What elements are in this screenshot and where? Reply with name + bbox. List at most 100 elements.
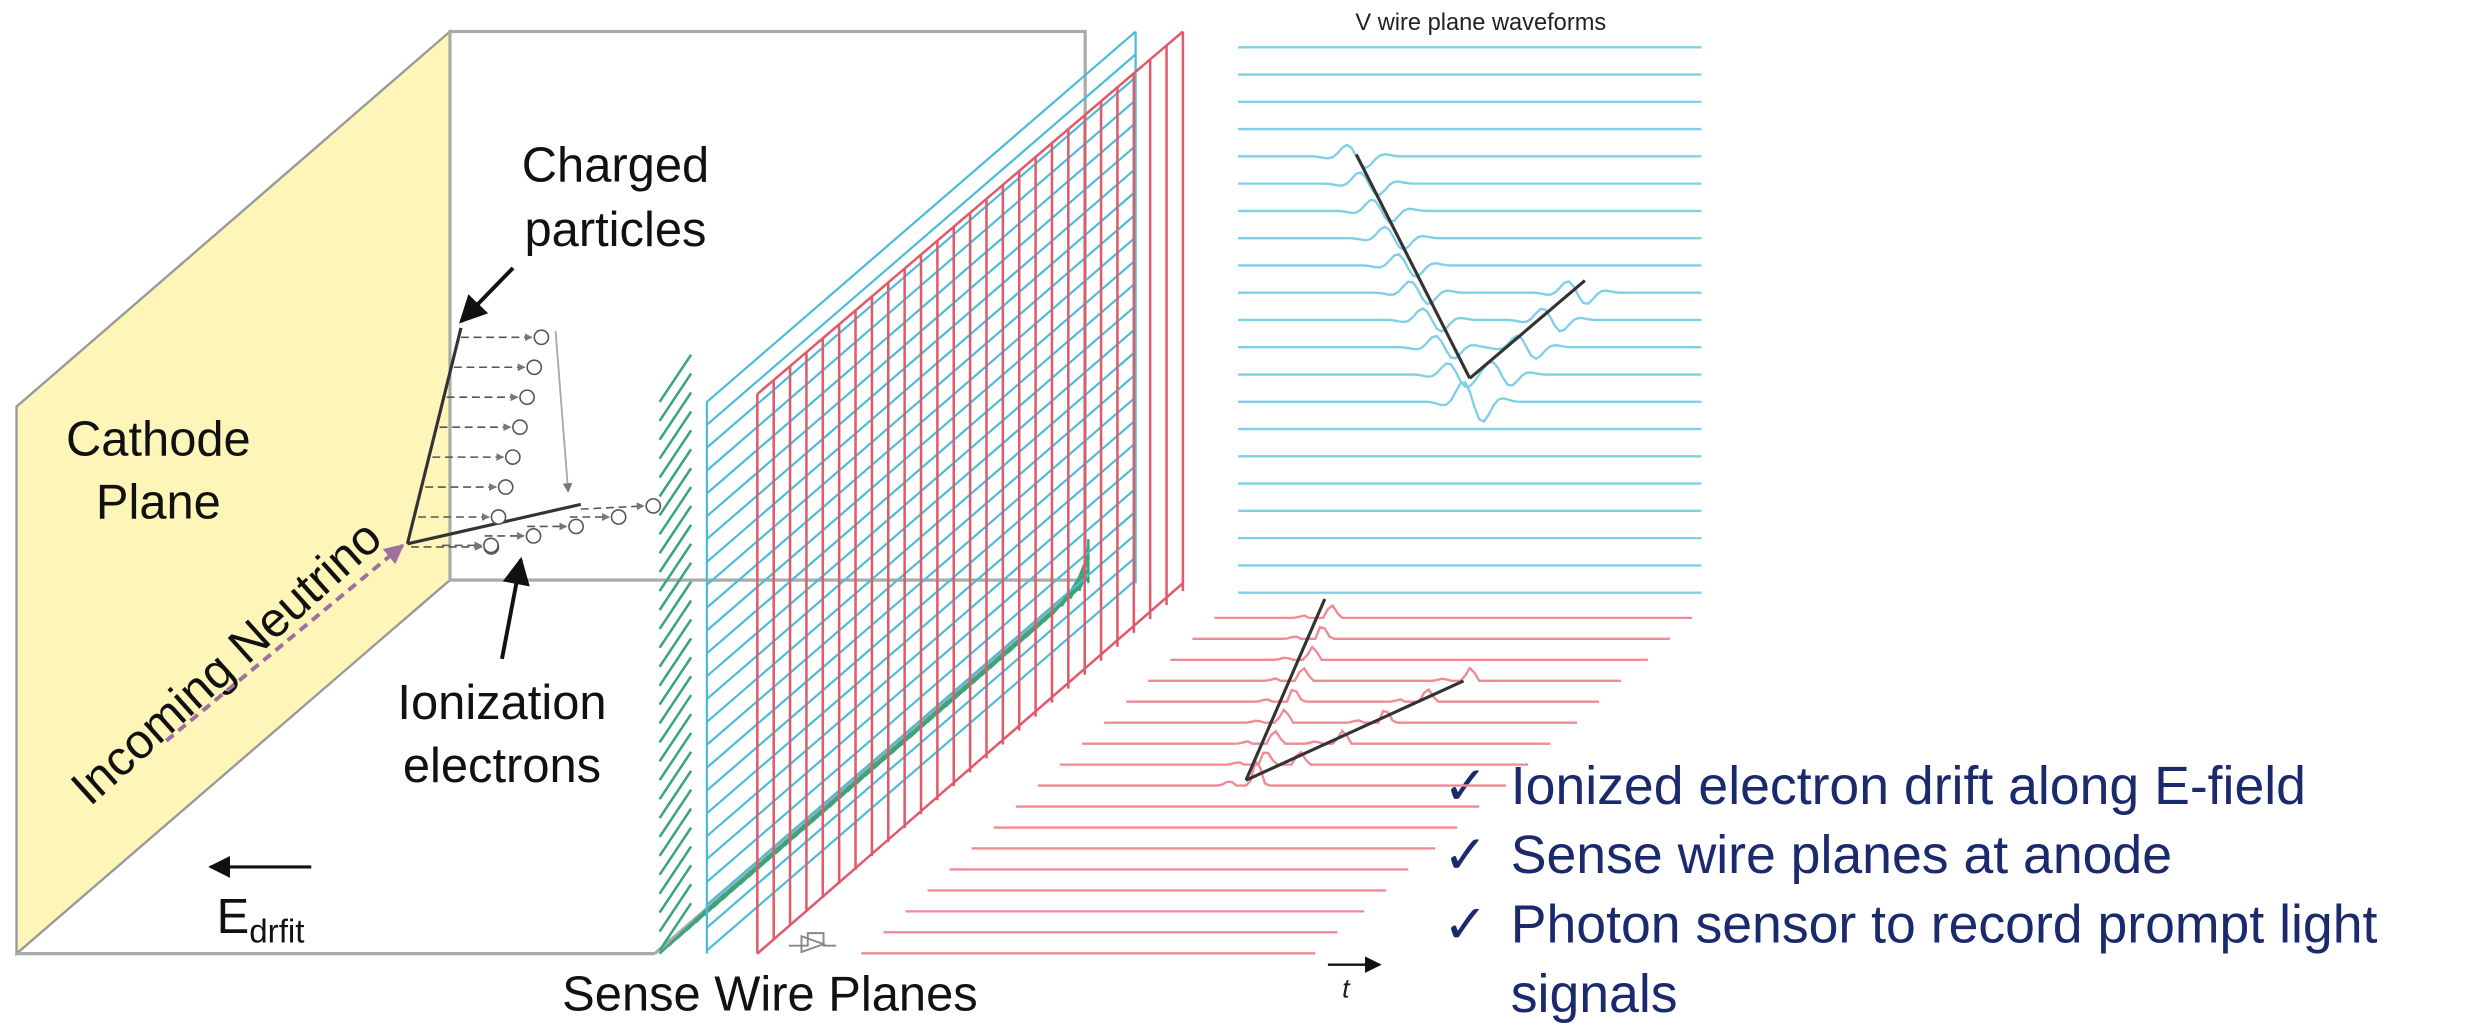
electron <box>519 389 535 406</box>
bullet-marker: ✓ <box>1443 895 1488 955</box>
electron <box>525 528 542 544</box>
time-label: t <box>1342 974 1351 1004</box>
waveform <box>1082 728 1551 745</box>
label: Ionization <box>397 676 606 730</box>
waveform <box>1148 666 1622 682</box>
bullet-text: Photon sensor to record prompt light <box>1511 895 2378 955</box>
line <box>658 826 693 876</box>
line <box>405 327 463 545</box>
line <box>1354 153 1472 380</box>
symbol: E <box>217 890 250 944</box>
electron <box>533 329 550 346</box>
subscript: drfit <box>249 914 304 951</box>
line <box>580 502 645 511</box>
line <box>658 902 693 952</box>
line <box>500 556 530 660</box>
line <box>658 410 693 460</box>
bullet-list: ✓ Ionized electron drift along E-field ✓ Se… <box>1443 756 2378 1024</box>
waveform <box>1238 307 1702 333</box>
line <box>658 788 693 838</box>
line <box>658 353 693 403</box>
line <box>1468 279 1586 380</box>
line <box>658 448 693 498</box>
line <box>658 675 693 725</box>
label: electrons <box>403 739 601 793</box>
line <box>658 751 693 800</box>
line <box>658 618 693 668</box>
line <box>658 372 693 422</box>
line <box>658 543 693 592</box>
line <box>164 543 405 743</box>
bullet-text: signals <box>1511 964 1678 1024</box>
line <box>658 562 693 611</box>
label: Sense Wire Planes <box>562 967 978 1021</box>
electron <box>490 509 507 525</box>
waveform <box>1238 252 1702 278</box>
waveform <box>1238 334 1702 361</box>
electron <box>645 498 662 514</box>
tpc-box-back <box>448 29 1087 582</box>
line <box>1244 598 1327 781</box>
line <box>658 807 693 857</box>
line <box>658 694 693 744</box>
bullet-text: Ionized electron drift along E-field <box>1511 756 2306 816</box>
electron <box>497 479 514 495</box>
electron <box>504 449 521 465</box>
waveform <box>1104 708 1577 724</box>
waveform <box>1238 361 1702 388</box>
cathode-plane <box>15 28 452 957</box>
bullet-text: Sense wire planes at anode <box>1511 825 2172 885</box>
electron <box>568 518 584 535</box>
bullet-marker: ✓ <box>1443 825 1488 885</box>
line <box>658 429 693 479</box>
waveform <box>1238 198 1702 224</box>
line <box>407 502 582 546</box>
line <box>658 486 693 536</box>
line <box>658 391 693 441</box>
line <box>1245 679 1465 782</box>
waveform <box>1238 143 1702 170</box>
waveform <box>1192 625 1670 641</box>
line <box>658 505 693 554</box>
waveform <box>1126 687 1600 703</box>
line <box>706 53 1137 426</box>
line <box>459 266 515 324</box>
line <box>658 656 693 706</box>
waveform <box>1037 758 1507 787</box>
waveform-title: V wire plane waveforms <box>1355 10 1606 36</box>
waveform <box>1238 171 1702 196</box>
line <box>658 883 693 933</box>
line <box>658 599 693 649</box>
electron <box>610 509 627 525</box>
label: Cathode <box>66 413 251 467</box>
e-field-label: Edrfit <box>217 890 305 950</box>
waveform <box>1214 603 1693 620</box>
label: particles <box>525 203 707 257</box>
line <box>658 732 693 781</box>
label: Plane <box>96 476 221 530</box>
line <box>658 637 693 687</box>
electron <box>512 419 528 436</box>
line <box>658 864 693 914</box>
line <box>658 845 693 895</box>
line <box>658 524 693 573</box>
line <box>756 30 1184 396</box>
line <box>756 582 1184 955</box>
waveform <box>1059 750 1529 766</box>
line <box>706 30 1137 403</box>
preamp-symbol <box>788 932 837 954</box>
line <box>658 770 693 819</box>
label: Charged <box>522 138 709 192</box>
waveform <box>1238 280 1702 306</box>
waveform <box>1170 645 1648 661</box>
line <box>658 580 693 630</box>
waveform <box>1238 225 1702 252</box>
electron <box>483 537 499 554</box>
line <box>658 713 693 763</box>
waveform <box>1238 380 1702 423</box>
line <box>554 330 573 493</box>
electron <box>526 359 543 376</box>
line <box>658 467 693 517</box>
